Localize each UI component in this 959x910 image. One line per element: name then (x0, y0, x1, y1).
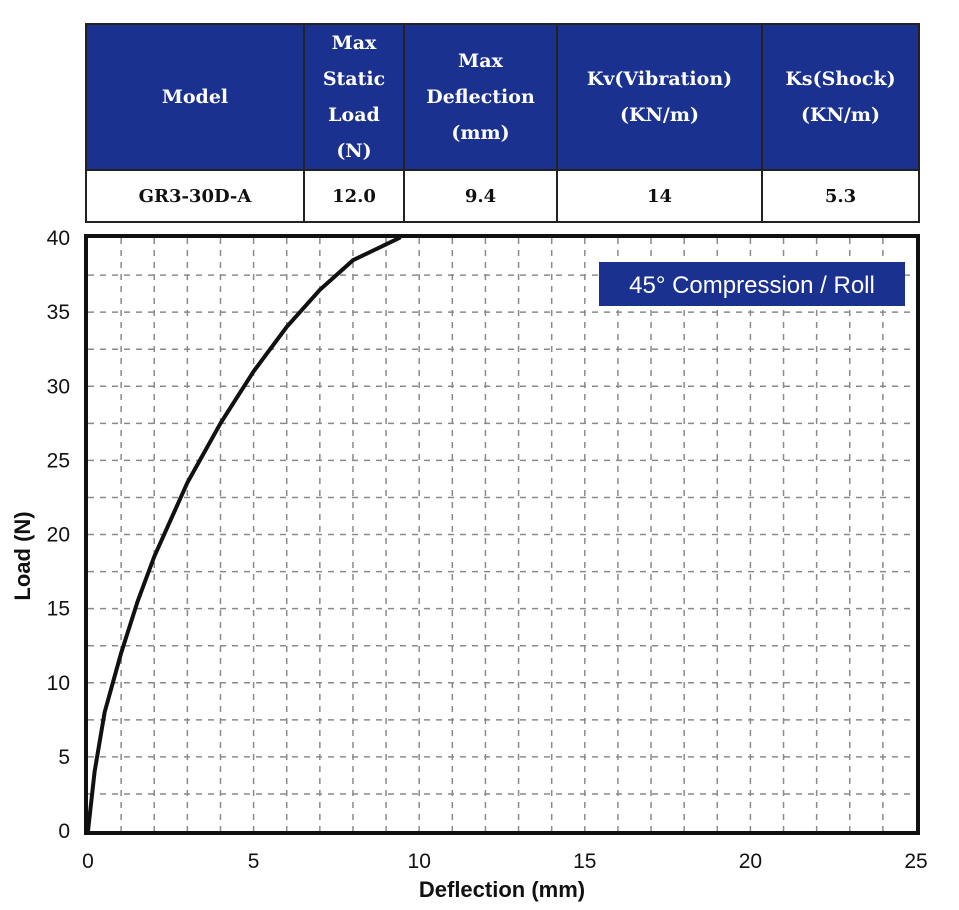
header-line: Max (331, 32, 377, 54)
header-line: (KN/m) (620, 104, 699, 126)
header-max-deflection: Max Deflection (mm) (403, 23, 558, 171)
header-line: Static (322, 68, 386, 90)
x-axis-title: Deflection (mm) (419, 877, 585, 902)
y-tick-label: 35 (47, 301, 70, 324)
cell-max-deflection: 9.4 (403, 169, 558, 223)
legend-box: 45° Compression / Roll (599, 262, 905, 306)
header-line: Max (458, 50, 503, 72)
header-model-label: Model (161, 86, 229, 108)
chart-title: 45° Compression / Roll (629, 272, 875, 299)
y-tick-label: 5 (58, 746, 70, 769)
grid-lines (88, 238, 916, 831)
cell-max-static-load: 12.0 (303, 169, 405, 223)
header-kv-vibration: Kv(Vibration) (KN/m) (556, 23, 763, 171)
header-line: (KN/m) (801, 104, 880, 126)
header-line: (mm) (451, 122, 510, 144)
x-tick-label: 0 (82, 850, 94, 873)
y-tick-label: 30 (47, 375, 70, 398)
header-line: (N) (336, 140, 372, 162)
x-tick-label: 25 (904, 850, 927, 873)
plot-frame (84, 234, 920, 835)
header-line: Kv(Vibration) (586, 68, 733, 90)
load-curve (86, 236, 402, 833)
header-line: Ks(Shock) (785, 68, 896, 90)
header-model: Model (85, 23, 305, 171)
header-ks-shock: Ks(Shock) (KN/m) (761, 23, 920, 171)
y-tick-label: 10 (47, 672, 70, 695)
y-tick-label: 0 (58, 820, 70, 843)
table-row: GR3-30D-A 12.0 9.4 14 5.3 (85, 169, 920, 223)
tick-labels: 0 5 10 15 20 25 0 5 10 15 20 25 30 35 40 (47, 227, 928, 873)
header-line: Deflection (426, 86, 535, 108)
cell-kv-vibration: 14 (556, 169, 763, 223)
header-max-static-load: Max Static Load (N) (303, 23, 405, 171)
y-tick-label: 15 (47, 598, 70, 621)
y-tick-label: 40 (47, 227, 70, 250)
cell-ks-shock: 5.3 (761, 169, 920, 223)
spec-table: Model Max Static Load (N) Max Deflection… (85, 23, 920, 223)
x-tick-label: 15 (573, 850, 596, 873)
load-deflection-chart: 0 5 10 15 20 25 0 5 10 15 20 25 30 35 40 45° Compressi… (10, 227, 928, 902)
y-tick-label: 20 (47, 524, 70, 547)
x-tick-label: 5 (248, 850, 260, 873)
table-header-row: Model Max Static Load (N) Max Deflection… (85, 23, 920, 171)
y-axis-title: Load (N) (10, 511, 35, 600)
legend-background (599, 262, 905, 306)
cell-model: GR3-30D-A (85, 169, 305, 223)
header-line: Load (328, 104, 380, 126)
x-tick-label: 10 (408, 850, 431, 873)
y-tick-label: 25 (47, 449, 70, 472)
x-tick-label: 20 (739, 850, 762, 873)
